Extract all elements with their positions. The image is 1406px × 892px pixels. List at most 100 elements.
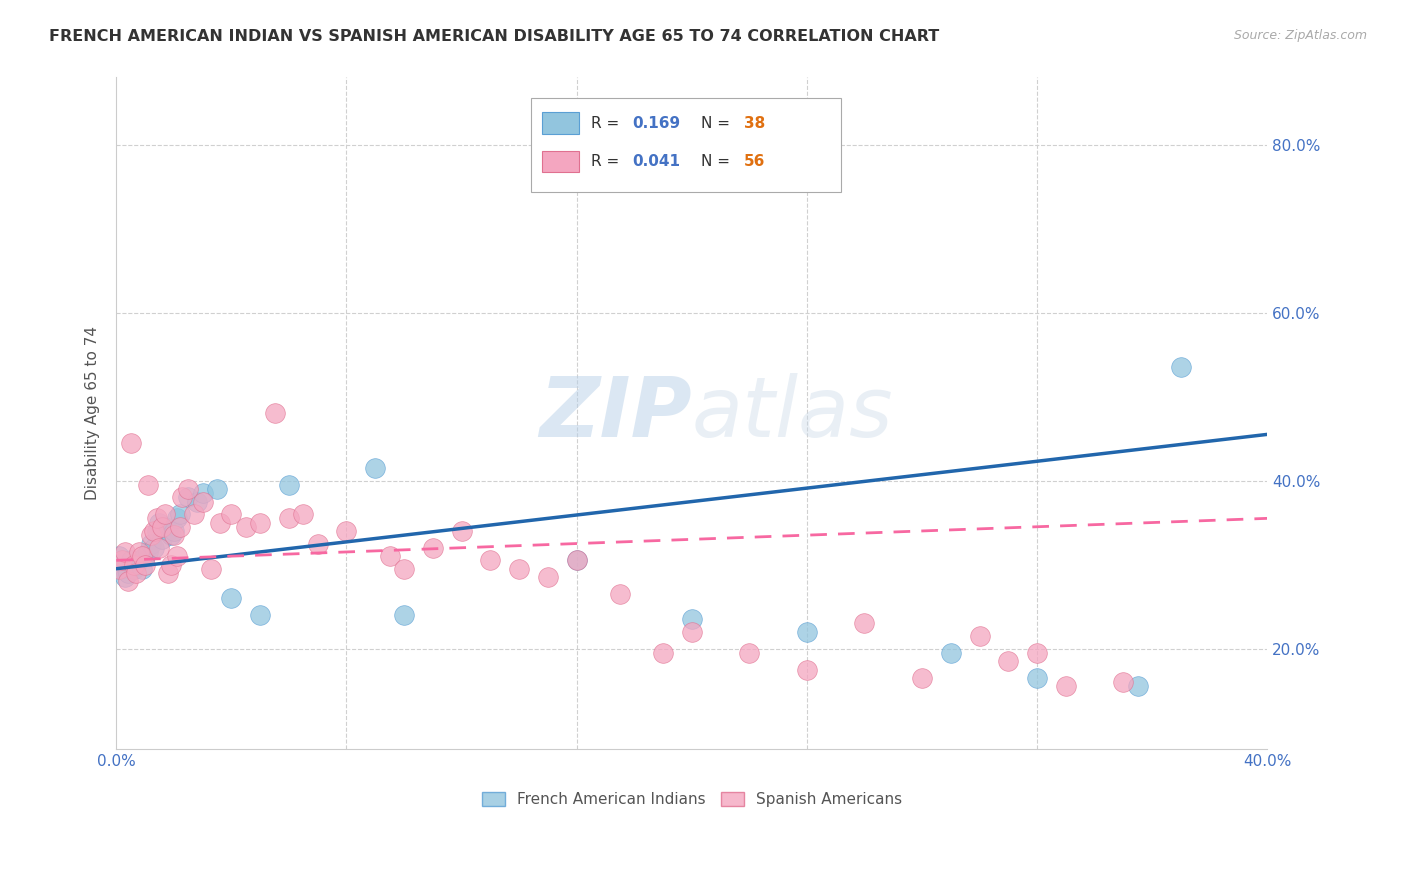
Point: [277, 477, 299, 491]
Y-axis label: Disability Age 65 to 74: Disability Age 65 to 74: [86, 326, 100, 500]
Text: R =: R =: [591, 116, 624, 130]
Point: [145, 524, 167, 538]
Text: 56: 56: [744, 154, 765, 169]
Text: 0.169: 0.169: [631, 116, 681, 130]
Text: FRENCH AMERICAN INDIAN VS SPANISH AMERICAN DISABILITY AGE 65 TO 74 CORRELATION C: FRENCH AMERICAN INDIAN VS SPANISH AMERIC…: [49, 29, 939, 44]
Point: [163, 524, 186, 538]
Point: [681, 624, 703, 639]
Point: [1112, 675, 1135, 690]
Point: [1026, 646, 1049, 660]
Point: [120, 553, 142, 567]
Point: [108, 562, 131, 576]
Point: [191, 494, 214, 508]
Point: [508, 562, 530, 576]
Point: [128, 545, 150, 559]
Point: [221, 591, 243, 606]
Point: [134, 549, 156, 563]
Point: [108, 549, 131, 563]
Point: [186, 494, 208, 508]
Point: [939, 646, 962, 660]
FancyBboxPatch shape: [543, 151, 579, 172]
Point: [111, 562, 134, 576]
Point: [364, 461, 387, 475]
Point: [157, 524, 180, 538]
Point: [111, 553, 134, 567]
Point: [177, 482, 200, 496]
Point: [565, 553, 588, 567]
Point: [235, 520, 257, 534]
FancyBboxPatch shape: [530, 97, 841, 192]
Point: [157, 566, 180, 580]
Point: [1126, 679, 1149, 693]
Point: [738, 646, 761, 660]
Point: [191, 486, 214, 500]
Point: [565, 553, 588, 567]
Point: [172, 491, 194, 505]
Point: [335, 524, 357, 538]
Point: [307, 536, 329, 550]
Point: [537, 570, 560, 584]
Point: [796, 624, 818, 639]
Point: [153, 520, 176, 534]
Point: [1026, 671, 1049, 685]
Text: N =: N =: [702, 154, 735, 169]
Point: [200, 562, 222, 576]
Point: [139, 536, 162, 550]
Text: 38: 38: [744, 116, 765, 130]
Point: [183, 507, 205, 521]
Point: [114, 570, 136, 584]
Point: [117, 566, 139, 580]
Text: 0.041: 0.041: [631, 154, 681, 169]
Point: [122, 562, 145, 576]
Point: [131, 549, 153, 563]
Point: [205, 482, 228, 496]
Point: [609, 587, 631, 601]
Point: [125, 558, 148, 572]
Point: [150, 533, 173, 547]
Text: Source: ZipAtlas.com: Source: ZipAtlas.com: [1233, 29, 1367, 42]
Point: [139, 528, 162, 542]
Legend: French American Indians, Spanish Americans: French American Indians, Spanish America…: [475, 786, 908, 814]
Point: [292, 507, 315, 521]
Point: [652, 646, 675, 660]
FancyBboxPatch shape: [543, 112, 579, 134]
Point: [148, 541, 170, 555]
Point: [249, 516, 271, 530]
Point: [1170, 360, 1192, 375]
Point: [122, 558, 145, 572]
Point: [969, 629, 991, 643]
Point: [169, 507, 191, 521]
Point: [853, 616, 876, 631]
Point: [177, 491, 200, 505]
Point: [450, 524, 472, 538]
Point: [392, 562, 415, 576]
Text: N =: N =: [702, 116, 735, 130]
Point: [142, 541, 165, 555]
Point: [169, 520, 191, 534]
Point: [479, 553, 502, 567]
Point: [117, 574, 139, 589]
Point: [145, 511, 167, 525]
Point: [128, 553, 150, 567]
Point: [911, 671, 934, 685]
Text: ZIP: ZIP: [538, 373, 692, 454]
Point: [131, 562, 153, 576]
Point: [160, 558, 183, 572]
Point: [114, 545, 136, 559]
Point: [796, 663, 818, 677]
Point: [166, 549, 188, 563]
Point: [263, 406, 285, 420]
Point: [136, 477, 159, 491]
Point: [134, 558, 156, 572]
Point: [136, 545, 159, 559]
Point: [378, 549, 401, 563]
Point: [221, 507, 243, 521]
Point: [125, 566, 148, 580]
Point: [160, 528, 183, 542]
Point: [148, 516, 170, 530]
Point: [153, 507, 176, 521]
Point: [422, 541, 444, 555]
Point: [208, 516, 231, 530]
Text: atlas: atlas: [692, 373, 893, 454]
Point: [1054, 679, 1077, 693]
